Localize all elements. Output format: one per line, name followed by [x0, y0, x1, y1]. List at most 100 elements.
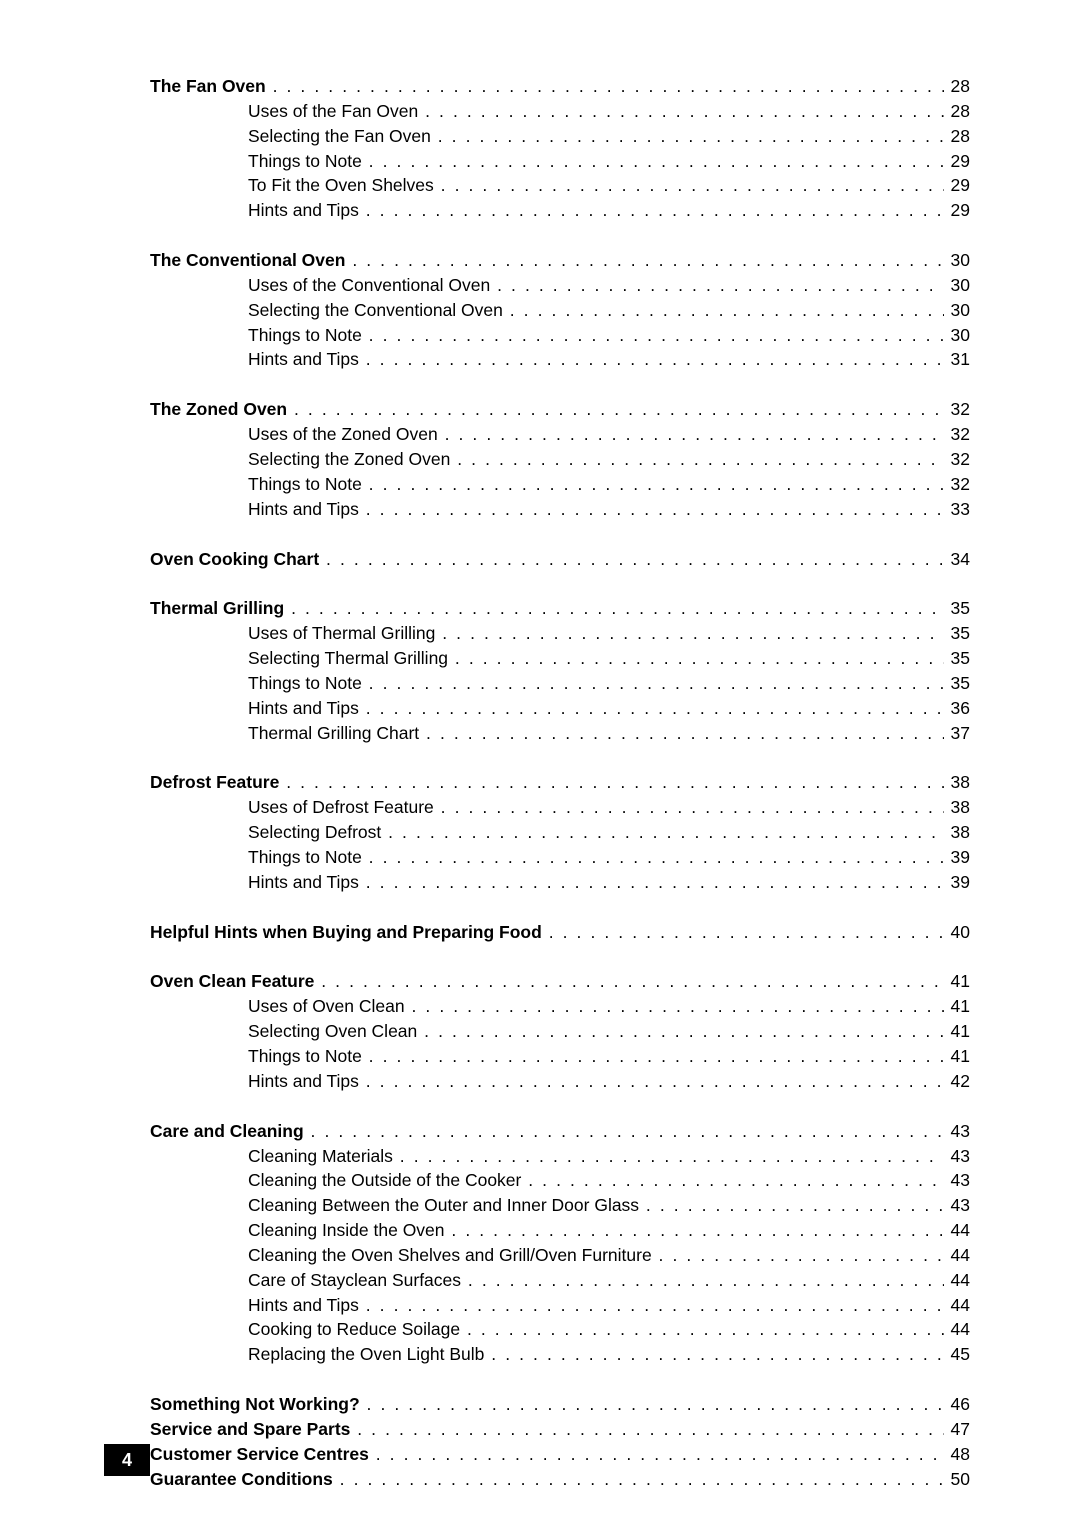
toc-line: Hints and Tips 33 [150, 497, 970, 522]
toc-line: Selecting Oven Clean 41 [150, 1019, 970, 1044]
toc-line: The Conventional Oven 30 [150, 248, 970, 273]
toc-leader-dots [495, 273, 944, 298]
toc-line: Oven Cooking Chart 34 [150, 547, 970, 572]
toc-label: Uses of the Zoned Oven [248, 422, 443, 447]
toc-line: The Zoned Oven 32 [150, 397, 970, 422]
toc-leader-dots [367, 323, 944, 348]
toc-leader-dots [367, 1044, 944, 1069]
toc-leader-dots [365, 1392, 944, 1417]
toc-label: Uses of the Fan Oven [248, 99, 423, 124]
toc-page-number: 37 [944, 721, 970, 746]
toc-leader-dots [367, 472, 944, 497]
toc-leader-dots [424, 721, 944, 746]
toc-gap [150, 1367, 970, 1392]
toc-leader-dots [439, 173, 944, 198]
toc-leader-dots [289, 596, 944, 621]
toc-line: Cleaning the Outside of the Cooker 43 [150, 1168, 970, 1193]
toc-line: Things to Note 32 [150, 472, 970, 497]
toc-line: Guarantee Conditions 50 [150, 1467, 970, 1492]
toc-page-number: 41 [944, 1019, 970, 1044]
toc-gap [150, 223, 970, 248]
toc-page-number: 30 [944, 248, 970, 273]
toc-leader-dots [271, 74, 944, 99]
toc-leader-dots [367, 149, 944, 174]
toc-page-number: 46 [944, 1392, 970, 1417]
toc-page-number: 29 [944, 198, 970, 223]
toc-label: Uses of Oven Clean [248, 994, 409, 1019]
toc-label: Things to Note [248, 671, 367, 696]
toc-line: Thermal Grilling Chart 37 [150, 721, 970, 746]
toc-page-number: 32 [944, 447, 970, 472]
toc-line: Hints and Tips 36 [150, 696, 970, 721]
toc-line: Care of Stayclean Surfaces 44 [150, 1268, 970, 1293]
toc-label: Helpful Hints when Buying and Preparing … [150, 920, 547, 945]
toc-page-number: 50 [944, 1467, 970, 1492]
toc-leader-dots [409, 994, 944, 1019]
toc-gap [150, 745, 970, 770]
toc-page-number: 43 [944, 1168, 970, 1193]
toc-gap [150, 571, 970, 596]
toc-leader-dots [455, 447, 944, 472]
toc-label: Things to Note [248, 1044, 367, 1069]
toc-line: Hints and Tips 29 [150, 198, 970, 223]
toc-line: Defrost Feature 38 [150, 770, 970, 795]
toc-page-number: 43 [944, 1144, 970, 1169]
toc-page-number: 38 [944, 770, 970, 795]
toc-label: Something Not Working? [150, 1392, 365, 1417]
toc-leader-dots [364, 1069, 944, 1094]
toc-line: Cooking to Reduce Soilage 44 [150, 1317, 970, 1342]
toc-leader-dots [436, 124, 944, 149]
toc-page-number: 38 [944, 820, 970, 845]
toc-leader-dots [439, 795, 944, 820]
toc-page-number: 36 [944, 696, 970, 721]
toc-label: Things to Note [248, 323, 367, 348]
table-of-contents: The Fan Oven 28Uses of the Fan Oven 28 Se… [150, 74, 970, 1492]
toc-label: Selecting the Fan Oven [248, 124, 436, 149]
toc-page-number: 43 [944, 1119, 970, 1144]
toc-leader-dots [422, 1019, 944, 1044]
toc-label: Selecting Defrost [248, 820, 386, 845]
toc-page-number: 41 [944, 1044, 970, 1069]
toc-label: Hints and Tips [248, 870, 364, 895]
toc-leader-dots [453, 646, 944, 671]
toc-line: Hints and Tips 42 [150, 1069, 970, 1094]
toc-label: Cleaning the Oven Shelves and Grill/Oven… [248, 1243, 657, 1268]
toc-label: Selecting the Zoned Oven [248, 447, 455, 472]
toc-leader-dots [364, 870, 944, 895]
toc-label: Cleaning Materials [248, 1144, 398, 1169]
toc-page-number: 42 [944, 1069, 970, 1094]
toc-line: Cleaning the Oven Shelves and Grill/Oven… [150, 1243, 970, 1268]
toc-leader-dots [309, 1119, 944, 1144]
toc-page-number: 32 [944, 422, 970, 447]
toc-page-number: 39 [944, 845, 970, 870]
toc-label: Thermal Grilling Chart [248, 721, 424, 746]
toc-label: Guarantee Conditions [150, 1467, 338, 1492]
toc-line: The Fan Oven 28 [150, 74, 970, 99]
toc-line: Selecting Thermal Grilling 35 [150, 646, 970, 671]
toc-label: Service and Spare Parts [150, 1417, 355, 1442]
toc-line: Service and Spare Parts 47 [150, 1417, 970, 1442]
toc-leader-dots [508, 298, 944, 323]
toc-label: The Zoned Oven [150, 397, 292, 422]
toc-leader-dots [657, 1243, 944, 1268]
toc-line: Uses of Defrost Feature 38 [150, 795, 970, 820]
toc-page-number: 33 [944, 497, 970, 522]
toc-page-number: 47 [944, 1417, 970, 1442]
toc-label: Customer Service Centres [150, 1442, 374, 1467]
toc-gap [150, 895, 970, 920]
toc-page-number: 32 [944, 472, 970, 497]
toc-page-number: 32 [944, 397, 970, 422]
toc-page-number: 35 [944, 596, 970, 621]
toc-leader-dots [374, 1442, 944, 1467]
toc-line: Hints and Tips 44 [150, 1293, 970, 1318]
toc-page-number: 41 [944, 969, 970, 994]
toc-line: Replacing the Oven Light Bulb 45 [150, 1342, 970, 1367]
toc-page-number: 40 [944, 920, 970, 945]
toc-label: Cleaning Inside the Oven [248, 1218, 449, 1243]
toc-line: Things to Note 35 [150, 671, 970, 696]
toc-line: Things to Note 39 [150, 845, 970, 870]
toc-label: The Fan Oven [150, 74, 271, 99]
toc-label: The Conventional Oven [150, 248, 350, 273]
toc-page-number: 28 [944, 124, 970, 149]
toc-label: Oven Cooking Chart [150, 547, 324, 572]
